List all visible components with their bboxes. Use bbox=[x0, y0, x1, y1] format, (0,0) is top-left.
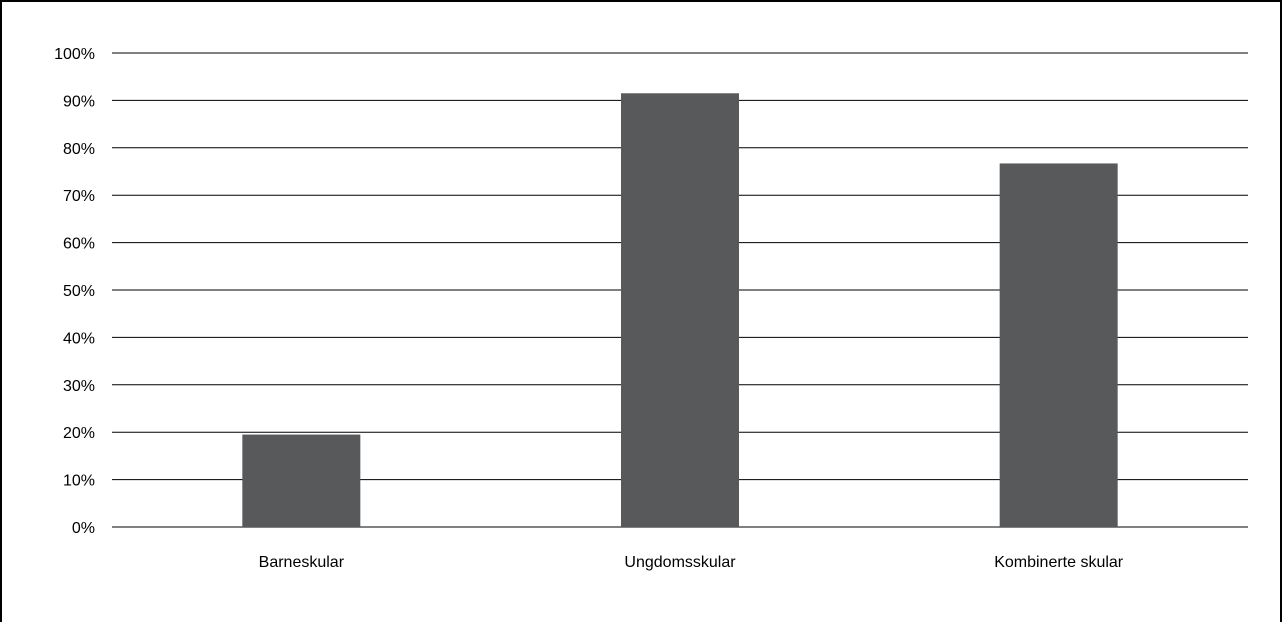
x-axis-labels: Barneskular Ungdomsskular Kombinerte skula… bbox=[259, 554, 1124, 571]
bar bbox=[621, 93, 739, 527]
y-tick-label: 10% bbox=[63, 473, 95, 490]
y-tick-label: 40% bbox=[63, 330, 95, 347]
y-axis-ticks: 0% 10% 20% 30% 40% 50% 60% 70% 80% 90% 100% bbox=[54, 46, 95, 537]
x-category-label: Barneskular bbox=[259, 554, 345, 571]
bar bbox=[999, 163, 1118, 527]
y-tick-label: 50% bbox=[63, 283, 95, 300]
y-tick-label: 60% bbox=[63, 236, 95, 253]
y-tick-label: 100% bbox=[54, 46, 95, 63]
bar-chart: 0% 10% 20% 30% 40% 50% 60% 70% 80% 90% 100% Barnes… bbox=[54, 46, 1248, 571]
y-tick-label: 90% bbox=[63, 93, 95, 110]
bar bbox=[242, 434, 361, 527]
y-tick-label: 30% bbox=[63, 378, 95, 395]
x-category-label: Ungdomsskular bbox=[624, 554, 736, 571]
y-tick-label: 70% bbox=[63, 188, 95, 205]
y-tick-label: 80% bbox=[63, 141, 95, 158]
y-tick-label: 20% bbox=[63, 425, 95, 442]
x-category-label: Kombinerte skular bbox=[994, 554, 1124, 571]
y-tick-label: 0% bbox=[72, 520, 95, 537]
bars bbox=[242, 93, 1118, 527]
